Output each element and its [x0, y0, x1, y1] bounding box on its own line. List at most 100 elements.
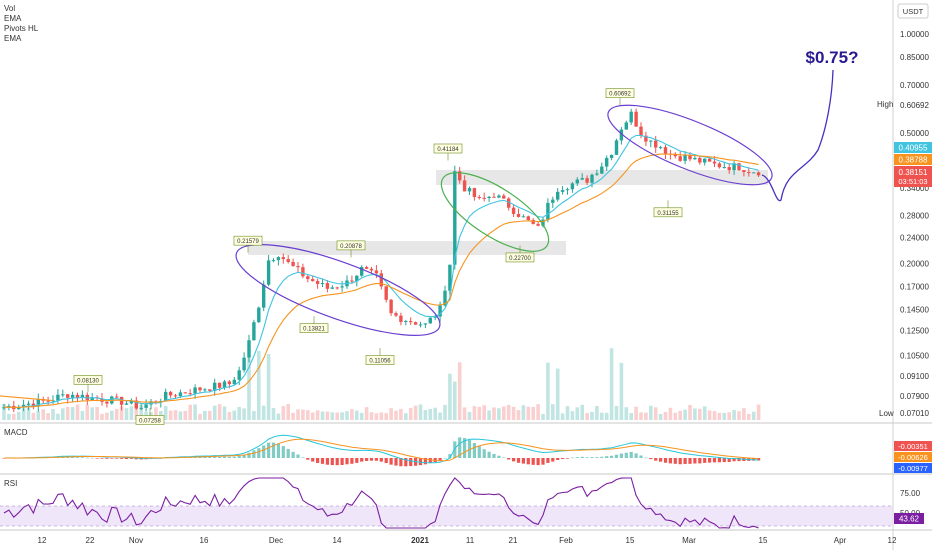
- candle-body[interactable]: [487, 196, 491, 199]
- projection-curve[interactable]: [761, 69, 834, 202]
- candle-body[interactable]: [756, 172, 761, 176]
- candle-body[interactable]: [413, 322, 418, 325]
- candle-body[interactable]: [61, 394, 65, 396]
- candle-body[interactable]: [722, 167, 726, 169]
- candle-body[interactable]: [507, 198, 511, 208]
- candle-body[interactable]: [139, 407, 143, 409]
- candle-body[interactable]: [21, 404, 26, 408]
- candle-body[interactable]: [541, 219, 545, 226]
- candle-body[interactable]: [438, 305, 442, 317]
- indicator-label-rsi[interactable]: RSI: [4, 479, 17, 488]
- candle-body[interactable]: [423, 323, 428, 325]
- candle-body[interactable]: [654, 140, 658, 148]
- candle-body[interactable]: [17, 407, 21, 410]
- candle-body[interactable]: [399, 315, 403, 322]
- candle-body[interactable]: [502, 195, 506, 199]
- candle-body[interactable]: [595, 173, 599, 175]
- indicator-label-macd[interactable]: MACD: [4, 428, 28, 437]
- candle-body[interactable]: [75, 394, 80, 398]
- candle-body[interactable]: [31, 403, 36, 407]
- candle-body[interactable]: [369, 268, 374, 271]
- candle-body[interactable]: [257, 307, 261, 323]
- time-axis[interactable]: 12 22 Nov 16 Dec 14 2021 11 21 Feb 15 Mar 15 Apr 12: [38, 536, 897, 545]
- candle-body[interactable]: [51, 400, 55, 402]
- candle-body[interactable]: [531, 219, 535, 224]
- candle-body[interactable]: [580, 178, 584, 180]
- candle-body[interactable]: [335, 287, 339, 289]
- candle-body[interactable]: [511, 207, 516, 214]
- candle-body[interactable]: [227, 381, 232, 385]
- candle-body[interactable]: [266, 260, 271, 285]
- candle-body[interactable]: [384, 286, 388, 300]
- candle-body[interactable]: [536, 223, 540, 226]
- candle-body[interactable]: [614, 140, 619, 155]
- candle-body[interactable]: [521, 216, 526, 218]
- candle-body[interactable]: [70, 394, 75, 398]
- candle-body[interactable]: [462, 180, 467, 192]
- candle-body[interactable]: [129, 400, 134, 404]
- candle-body[interactable]: [296, 266, 300, 268]
- candle-body[interactable]: [458, 171, 462, 181]
- candle-body[interactable]: [556, 191, 560, 200]
- candle-body[interactable]: [683, 155, 687, 161]
- candle-body[interactable]: [247, 340, 251, 358]
- trend-ellipse-1[interactable]: [227, 227, 449, 353]
- candle-body[interactable]: [717, 163, 722, 168]
- candle-body[interactable]: [516, 213, 521, 217]
- candle-body[interactable]: [629, 111, 633, 123]
- candle-body[interactable]: [394, 313, 398, 316]
- candle-body[interactable]: [183, 392, 187, 394]
- indicator-label-ema-2[interactable]: EMA: [4, 34, 22, 43]
- indicator-label-pivots[interactable]: Pivots HL: [4, 24, 39, 33]
- candle-body[interactable]: [340, 286, 344, 288]
- candle-body[interactable]: [286, 259, 290, 262]
- candle-body[interactable]: [178, 392, 183, 397]
- candle-body[interactable]: [379, 273, 383, 287]
- candle-body[interactable]: [404, 321, 408, 323]
- candle-body[interactable]: [742, 170, 746, 173]
- candle-body[interactable]: [497, 195, 501, 198]
- candle-body[interactable]: [448, 264, 452, 291]
- projection-path[interactable]: [761, 69, 834, 202]
- candle-body[interactable]: [477, 196, 481, 198]
- candle-body[interactable]: [428, 317, 432, 324]
- candle-body[interactable]: [565, 189, 570, 191]
- candle-body[interactable]: [693, 157, 697, 160]
- candle-body[interactable]: [737, 163, 741, 171]
- candle-body[interactable]: [570, 183, 575, 190]
- candle-body[interactable]: [374, 270, 379, 274]
- candle-body[interactable]: [198, 387, 202, 391]
- candle-body[interactable]: [703, 158, 707, 163]
- candle-body[interactable]: [217, 382, 222, 388]
- candle-body[interactable]: [663, 147, 668, 154]
- candle-body[interactable]: [624, 122, 628, 130]
- candle-body[interactable]: [26, 403, 31, 405]
- candle-body[interactable]: [325, 283, 330, 289]
- currency-selector[interactable]: [897, 3, 929, 19]
- candle-body[interactable]: [752, 172, 756, 174]
- candle-body[interactable]: [80, 394, 85, 398]
- candle-body[interactable]: [389, 299, 393, 314]
- candle-body[interactable]: [443, 290, 447, 306]
- candle-body[interactable]: [560, 190, 565, 192]
- price-axis[interactable]: 1.00000 0.85000 0.70000 0.60692 0.50000 0.340…: [900, 30, 929, 418]
- candle-body[interactable]: [144, 404, 148, 408]
- candle-body[interactable]: [698, 157, 702, 163]
- candle-body[interactable]: [467, 188, 472, 192]
- candle-body[interactable]: [526, 216, 530, 220]
- candle-body[interactable]: [364, 267, 369, 269]
- candle-body[interactable]: [360, 267, 364, 276]
- candle-body[interactable]: [213, 382, 217, 391]
- candle-body[interactable]: [320, 283, 325, 285]
- candle-body[interactable]: [56, 394, 60, 401]
- candle-body[interactable]: [605, 157, 609, 167]
- candle-body[interactable]: [222, 381, 227, 388]
- candle-body[interactable]: [634, 111, 638, 127]
- candle-body[interactable]: [609, 154, 614, 158]
- trend-ellipse-2[interactable]: [430, 158, 560, 266]
- candle-body[interactable]: [193, 387, 197, 394]
- trend-ellipses[interactable]: [227, 90, 781, 353]
- indicator-label-ema-1[interactable]: EMA: [4, 14, 22, 23]
- trend-ellipse-3[interactable]: [599, 90, 780, 200]
